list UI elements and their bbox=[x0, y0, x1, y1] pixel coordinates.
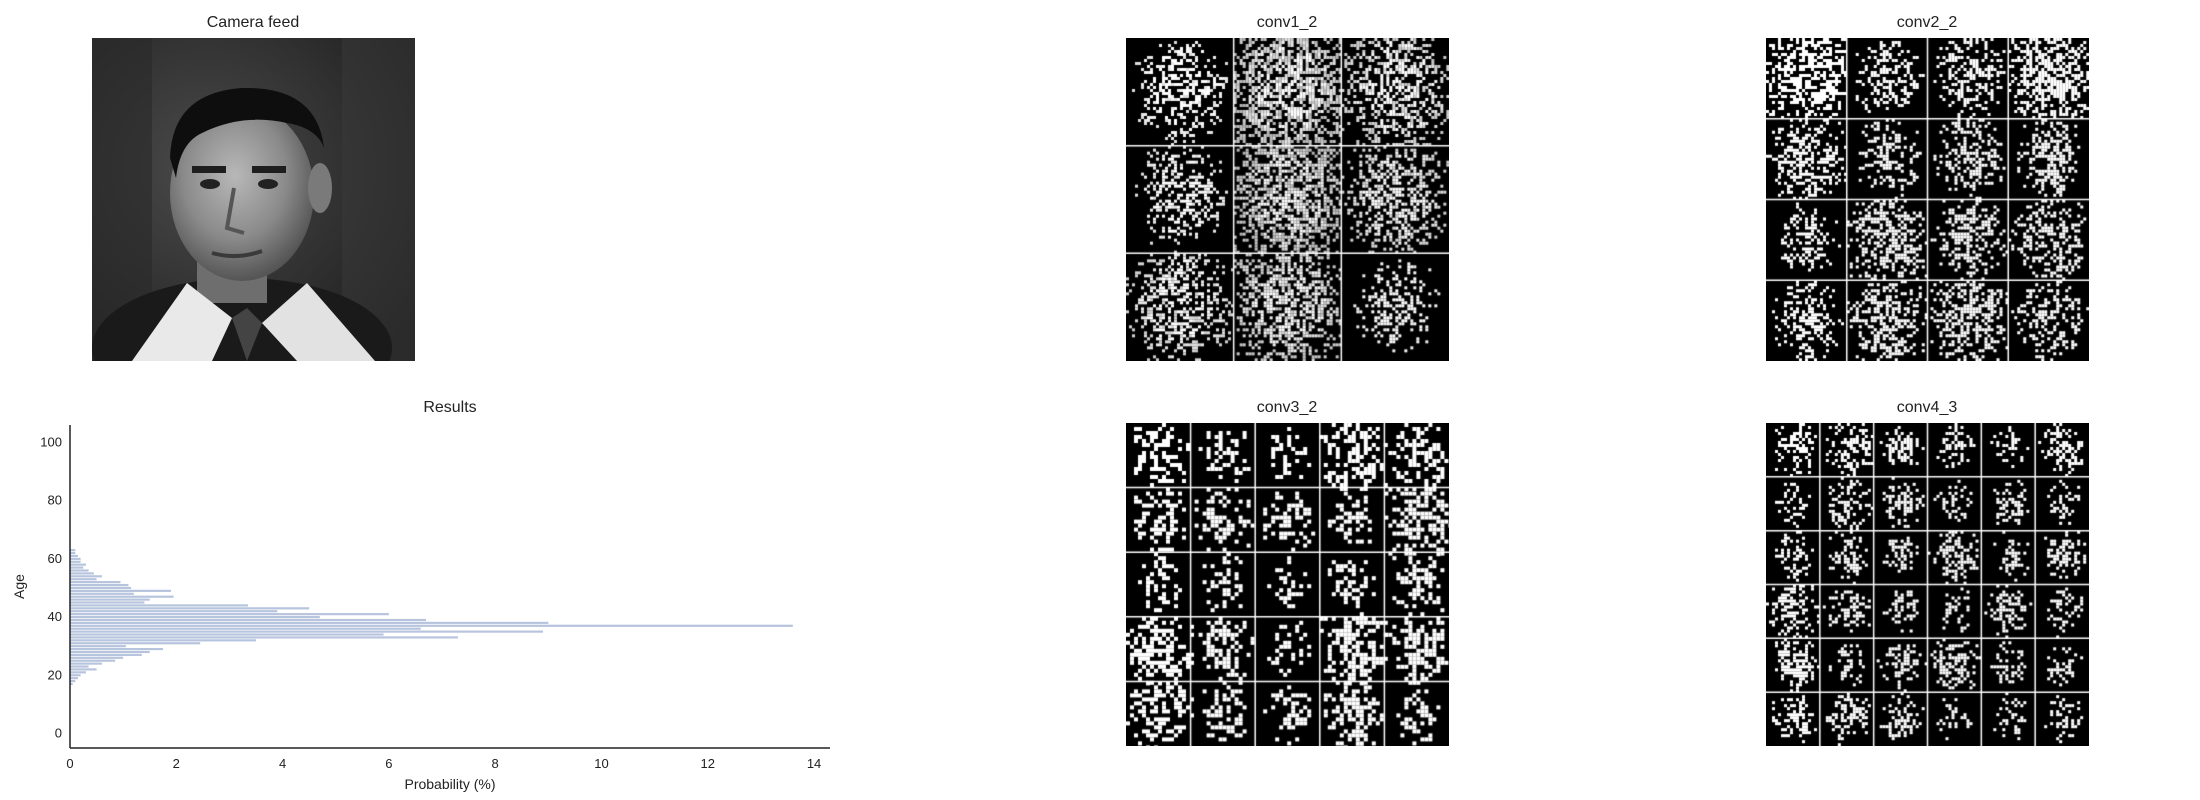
age-bar bbox=[70, 592, 134, 595]
age-bar bbox=[70, 607, 310, 610]
x-tick-label: 6 bbox=[385, 756, 392, 771]
conv3-2-title: conv3_2 bbox=[1256, 399, 1318, 416]
age-bar bbox=[70, 674, 81, 677]
conv3-2-canvas bbox=[1126, 423, 1449, 746]
y-tick-label: 80 bbox=[48, 493, 62, 508]
y-tick-label: 60 bbox=[48, 551, 62, 566]
age-bar bbox=[70, 563, 86, 566]
age-bar bbox=[70, 578, 97, 581]
y-ticks: 0 20 40 60 80 100 bbox=[40, 434, 62, 740]
age-bar bbox=[70, 589, 171, 592]
age-bar bbox=[70, 645, 126, 648]
conv2-2-canvas bbox=[1766, 38, 2089, 361]
age-bar bbox=[70, 604, 249, 607]
age-bar bbox=[70, 659, 116, 662]
age-bar bbox=[70, 566, 84, 569]
age-bar bbox=[70, 621, 549, 624]
x-ticks: 0 2 4 6 8 10 12 14 bbox=[66, 756, 821, 771]
age-bar bbox=[70, 671, 86, 674]
conv1-2-title: conv1_2 bbox=[1256, 14, 1318, 31]
age-bar bbox=[70, 630, 544, 633]
x-tick-label: 10 bbox=[594, 756, 608, 771]
conv2-2-title: conv2_2 bbox=[1896, 14, 1958, 31]
y-tick-label: 20 bbox=[48, 667, 62, 682]
x-tick-label: 0 bbox=[66, 756, 73, 771]
age-bar bbox=[70, 586, 132, 590]
age-bar bbox=[70, 549, 76, 552]
conv1-2-canvas bbox=[1126, 38, 1449, 361]
age-bar bbox=[70, 653, 142, 656]
age-bar bbox=[70, 595, 174, 598]
age-bar bbox=[70, 647, 164, 651]
age-bar bbox=[70, 575, 102, 578]
age-bar bbox=[70, 682, 73, 686]
age-bar bbox=[70, 633, 384, 636]
age-bar bbox=[70, 598, 150, 601]
age-bar bbox=[70, 677, 78, 680]
y-tick-label: 100 bbox=[40, 434, 62, 449]
results-title: Results bbox=[423, 399, 477, 416]
age-bar bbox=[70, 583, 129, 587]
age-bar bbox=[70, 679, 76, 683]
age-bar bbox=[70, 618, 427, 622]
y-axis-label: Age bbox=[11, 574, 27, 599]
results-chart: 0 2 4 6 8 10 12 14 0 20 40 60 80 100 Probability (%)… bbox=[11, 425, 830, 792]
age-bar bbox=[70, 551, 76, 555]
camera-feed-image bbox=[92, 38, 415, 361]
age-bar bbox=[70, 615, 320, 619]
conv3-2-feature-map bbox=[1126, 423, 1449, 746]
x-tick-label: 8 bbox=[492, 756, 499, 771]
age-bar bbox=[70, 601, 145, 604]
age-bar bbox=[70, 554, 78, 558]
x-tick-label: 2 bbox=[173, 756, 180, 771]
conv4-3-title: conv4_3 bbox=[1896, 399, 1958, 416]
y-tick-label: 40 bbox=[48, 609, 62, 624]
y-tick-label: 0 bbox=[55, 725, 62, 740]
age-bar bbox=[70, 650, 150, 654]
camera-feed-title: Camera feed bbox=[206, 14, 300, 31]
age-bar bbox=[70, 627, 421, 630]
age-bar bbox=[70, 624, 793, 627]
bars-group bbox=[70, 549, 793, 686]
age-bar bbox=[70, 560, 81, 563]
conv2-2-feature-map bbox=[1766, 38, 2089, 361]
conv4-3-feature-map bbox=[1766, 423, 2089, 746]
age-bar bbox=[70, 665, 89, 668]
age-bar bbox=[70, 656, 124, 659]
age-bar bbox=[70, 642, 201, 645]
age-bar bbox=[70, 610, 278, 613]
age-bar bbox=[70, 581, 121, 584]
age-bar bbox=[70, 668, 97, 671]
age-bar bbox=[70, 613, 389, 616]
age-bar bbox=[70, 572, 94, 575]
face-photo bbox=[92, 38, 415, 361]
x-tick-label: 4 bbox=[279, 756, 286, 771]
age-bar bbox=[70, 662, 102, 665]
x-tick-label: 12 bbox=[701, 756, 715, 771]
age-bar bbox=[70, 569, 89, 572]
x-tick-label: 14 bbox=[807, 756, 821, 771]
conv4-3-canvas bbox=[1766, 423, 2089, 746]
age-bar bbox=[70, 636, 458, 639]
conv1-2-feature-map bbox=[1126, 38, 1449, 361]
age-bar bbox=[70, 639, 257, 642]
x-axis-label: Probability (%) bbox=[404, 776, 495, 792]
age-bar bbox=[70, 557, 81, 560]
